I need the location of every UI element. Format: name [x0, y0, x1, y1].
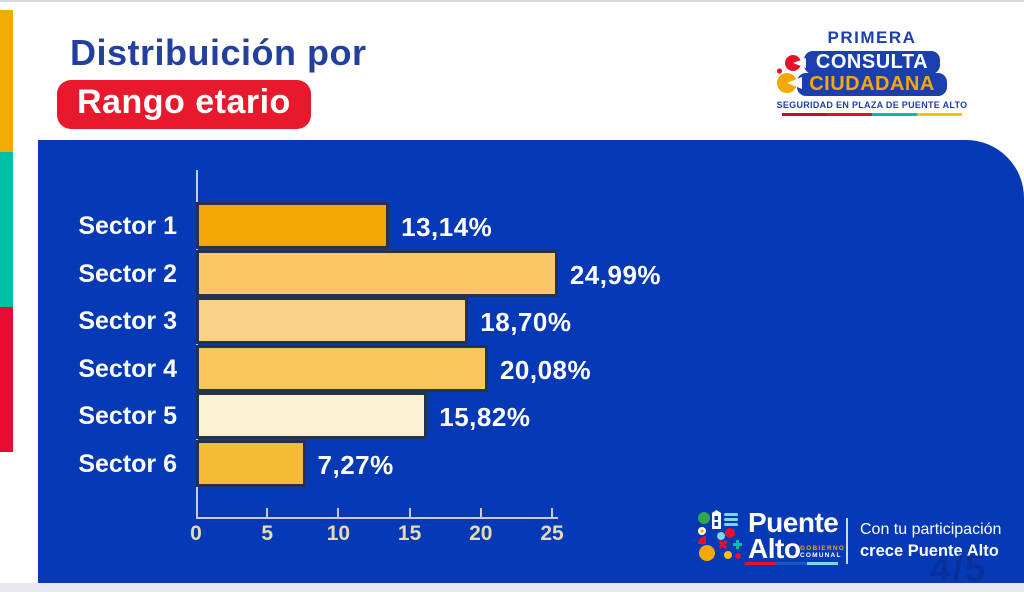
edge-stripe-yellow — [0, 10, 13, 152]
value-label-1: 13,14% — [401, 212, 493, 242]
consulta-colorline-segment — [872, 113, 917, 116]
value-label-6: 7,27% — [317, 450, 394, 480]
bar-sector-3 — [196, 297, 469, 345]
footer-divider — [846, 518, 848, 564]
x-axis-ticklabel: 20 — [469, 522, 493, 545]
puente-logo-name-line1: Puente — [748, 507, 839, 538]
value-label-5: 15,82% — [439, 402, 531, 433]
puente-underline-segment — [776, 562, 807, 565]
footer-tagline-line1: Con tu participación — [860, 521, 1002, 538]
consulta-colorline-segment — [827, 113, 872, 116]
top-hairline — [0, 0, 1024, 2]
consulta-logo-line2: CONSULTA — [803, 51, 941, 74]
consulta-logo-icon — [776, 55, 806, 93]
chart-panel: Sector 1 13,14% Sector 2 24,99% Sector 3 18,7… — [38, 140, 1024, 583]
consulta-logo-line1: PRIMERA — [827, 28, 917, 47]
value-label-3: 18,70% — [480, 307, 572, 338]
puente-logo-underline — [745, 562, 838, 565]
consulta-colorline-segment — [917, 113, 962, 116]
bar-sector-2 — [196, 249, 558, 297]
chart-y-axis-line — [196, 170, 198, 519]
category-label-6: Sector 6 — [78, 450, 177, 478]
x-axis-ticklabel: 15 — [397, 522, 422, 545]
puente-logo-subtext-line2: COMUNAL — [800, 552, 842, 559]
x-axis-tickmark — [479, 508, 482, 518]
puente-logo-name-line2: Alto — [748, 533, 801, 564]
consulta-colorline-segment — [782, 113, 827, 116]
category-label-2: Sector 2 — [78, 259, 177, 288]
edge-stripe-red — [0, 307, 13, 452]
x-axis-ticklabel: 10 — [326, 522, 351, 545]
consulta-logo-colorline — [782, 113, 962, 116]
category-label-4: Sector 4 — [78, 354, 177, 383]
puente-logo-subtext-line1: GOBIERNO — [800, 545, 845, 552]
puente-alto-logo: Puente Alto GOBIERNO COMUNAL Con tu part… — [693, 508, 1024, 578]
category-label-3: Sector 3 — [78, 307, 177, 336]
bottom-strip — [0, 583, 1024, 592]
bar-sector-4 — [196, 344, 488, 392]
category-label-1: Sector 1 — [78, 212, 177, 240]
bar-sector-6 — [196, 440, 306, 487]
edge-stripe-teal — [0, 152, 13, 307]
page-title-line1: Distribuición por — [70, 32, 367, 73]
x-axis-ticklabel: 0 — [190, 522, 202, 545]
puente-underline-segment — [745, 562, 776, 565]
x-axis-tickmark — [337, 508, 340, 518]
value-label-2: 24,99% — [569, 259, 662, 290]
value-label-4: 20,08% — [499, 354, 592, 385]
page-title-line2: Rango etario — [57, 80, 311, 129]
consulta-logo-line3: CIUDADANA — [797, 73, 947, 96]
consulta-ciudadana-logo: PRIMERA CONSULTA CIUDADANA SEGURIDAD EN … — [772, 28, 972, 116]
page-number: 4/5 — [930, 548, 988, 583]
bar-sector-5 — [196, 392, 428, 440]
consulta-logo-tagline: SEGURIDAD EN PLAZA DE PUENTE ALTO — [776, 100, 968, 110]
x-axis-ticklabel: 5 — [261, 522, 274, 545]
category-label-5: Sector 5 — [78, 402, 177, 431]
chart-x-axis-line — [196, 517, 558, 519]
x-axis-ticklabel: 25 — [540, 522, 564, 545]
x-axis-tickmark — [551, 508, 553, 518]
bar-sector-1 — [196, 202, 390, 249]
x-axis-tickmark — [408, 508, 411, 518]
x-axis-tickmark — [266, 508, 269, 518]
puente-alto-logo-icon — [698, 510, 742, 561]
footer-tagline-line2: crece Puente Alto — [860, 542, 999, 560]
puente-underline-segment — [807, 562, 838, 565]
